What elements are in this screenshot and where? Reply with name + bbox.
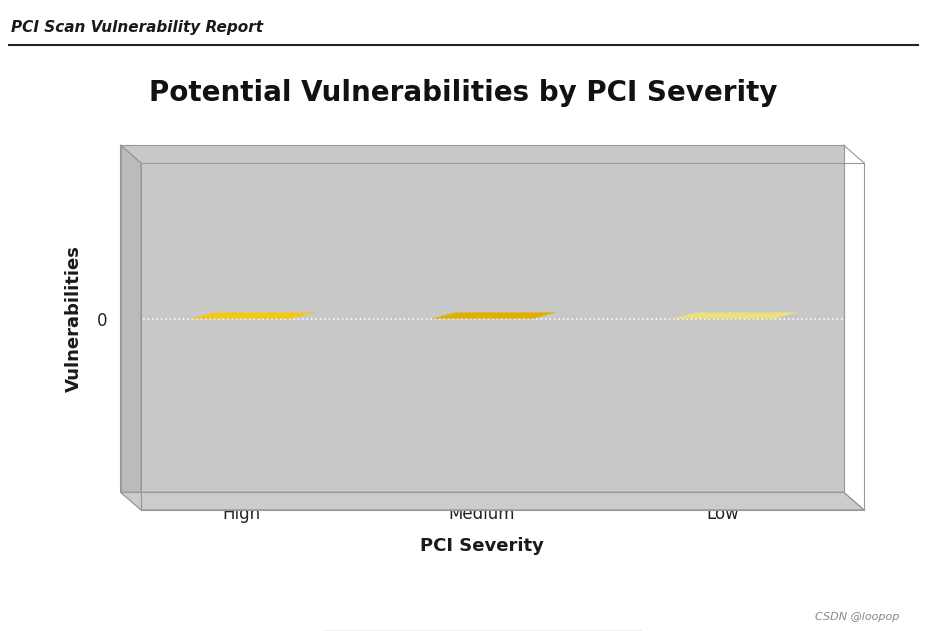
- X-axis label: PCI Severity: PCI Severity: [420, 537, 544, 555]
- Polygon shape: [121, 145, 141, 510]
- Polygon shape: [672, 312, 798, 319]
- Polygon shape: [190, 312, 316, 319]
- Text: CSDN @loopop: CSDN @loopop: [815, 611, 899, 622]
- Polygon shape: [121, 492, 864, 510]
- Text: PCI Scan Vulnerability Report: PCI Scan Vulnerability Report: [11, 20, 263, 35]
- Text: Potential Vulnerabilities by PCI Severity: Potential Vulnerabilities by PCI Severit…: [149, 79, 778, 107]
- Y-axis label: Vulnerabilities: Vulnerabilities: [65, 245, 83, 392]
- Polygon shape: [431, 312, 557, 319]
